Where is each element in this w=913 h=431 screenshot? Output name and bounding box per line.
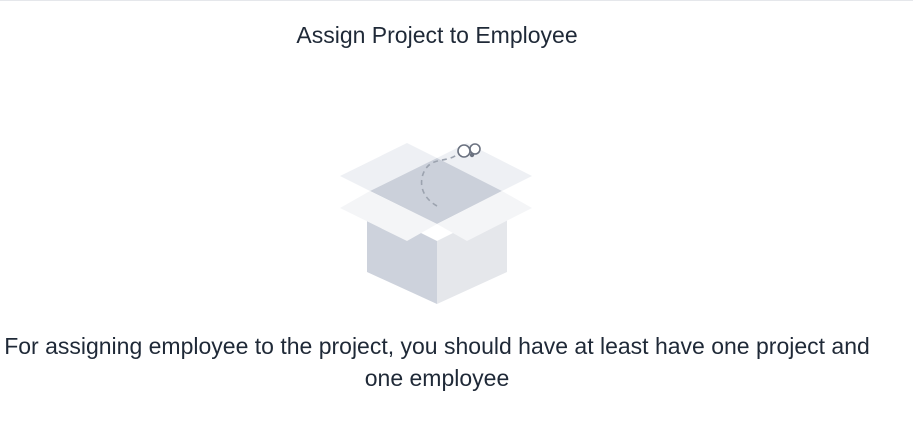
- open-box-icon: [340, 143, 532, 304]
- top-border: [0, 0, 913, 1]
- empty-state-message: For assigning employee to the project, y…: [4, 333, 870, 391]
- dialog-title: Assign Project to Employee: [296, 22, 578, 48]
